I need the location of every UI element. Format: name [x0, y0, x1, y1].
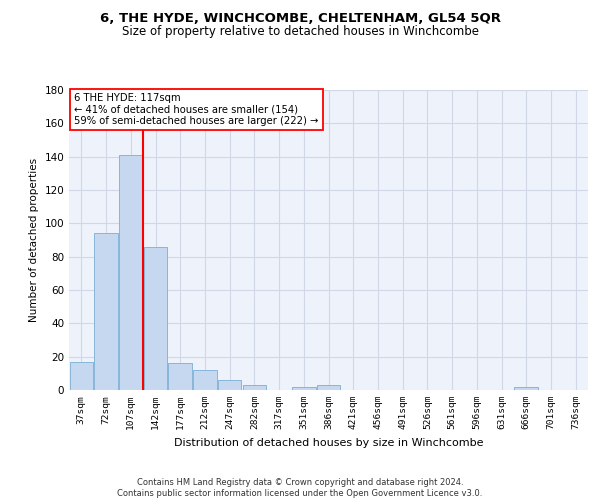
Bar [144, 246, 167, 390]
Text: 6, THE HYDE, WINCHCOMBE, CHELTENHAM, GL54 5QR: 6, THE HYDE, WINCHCOMBE, CHELTENHAM, GL5… [100, 12, 500, 26]
Bar [193, 370, 217, 390]
Bar [218, 380, 241, 390]
Y-axis label: Number of detached properties: Number of detached properties [29, 158, 39, 322]
Bar [317, 385, 340, 390]
Bar [292, 386, 316, 390]
Text: Size of property relative to detached houses in Winchcombe: Size of property relative to detached ho… [121, 25, 479, 38]
Bar [119, 155, 143, 390]
Bar [514, 386, 538, 390]
Bar [94, 234, 118, 390]
Bar [242, 385, 266, 390]
Text: Contains HM Land Registry data © Crown copyright and database right 2024.
Contai: Contains HM Land Registry data © Crown c… [118, 478, 482, 498]
Bar [169, 364, 192, 390]
X-axis label: Distribution of detached houses by size in Winchcombe: Distribution of detached houses by size … [174, 438, 483, 448]
Bar [70, 362, 93, 390]
Text: 6 THE HYDE: 117sqm
← 41% of detached houses are smaller (154)
59% of semi-detach: 6 THE HYDE: 117sqm ← 41% of detached hou… [74, 93, 319, 126]
